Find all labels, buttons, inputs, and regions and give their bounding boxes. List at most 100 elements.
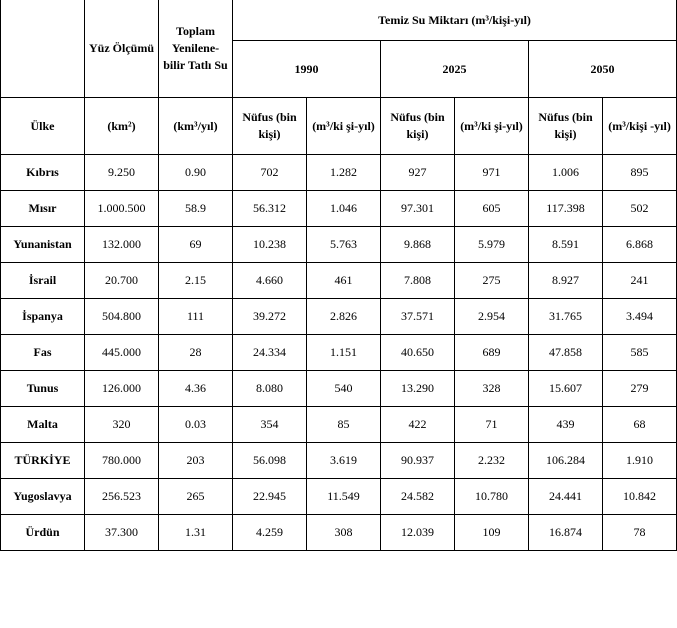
table-row: Kıbrıs9.2500.907021.2829279711.006895 [1, 155, 677, 191]
cell-renewable: 2.15 [159, 263, 233, 299]
cell-pop-1990: 39.272 [233, 299, 307, 335]
cell-renewable: 0.90 [159, 155, 233, 191]
hdr-year-2025: 2025 [381, 41, 529, 98]
cell-percap-1990: 5.763 [307, 227, 381, 263]
hdr-pop-2025: Nüfus (bin kişi) [381, 98, 455, 155]
cell-percap-1990: 85 [307, 407, 381, 443]
cell-country: TÜRKİYE [1, 443, 85, 479]
cell-area: 780.000 [85, 443, 159, 479]
cell-percap-2050: 68 [603, 407, 677, 443]
cell-country: Kıbrıs [1, 155, 85, 191]
cell-pop-2025: 7.808 [381, 263, 455, 299]
cell-country: Tunus [1, 371, 85, 407]
cell-pop-1990: 702 [233, 155, 307, 191]
cell-country: Yunanistan [1, 227, 85, 263]
cell-area: 20.700 [85, 263, 159, 299]
cell-percap-1990: 2.826 [307, 299, 381, 335]
cell-percap-2050: 241 [603, 263, 677, 299]
cell-percap-1990: 1.046 [307, 191, 381, 227]
cell-country: Fas [1, 335, 85, 371]
table-row: İsrail20.7002.154.6604617.8082758.927241 [1, 263, 677, 299]
hdr-year-2050: 2050 [529, 41, 677, 98]
cell-percap-2025: 275 [455, 263, 529, 299]
hdr-clean-water-title: Temiz Su Miktarı (m³/kişi-yıl) [233, 0, 677, 41]
cell-pop-2025: 40.650 [381, 335, 455, 371]
cell-renewable: 4.36 [159, 371, 233, 407]
water-table: Yüz Ölçümü Toplam Yenilene-bilir Tatlı S… [0, 0, 677, 551]
cell-pop-1990: 22.945 [233, 479, 307, 515]
cell-pop-2025: 927 [381, 155, 455, 191]
cell-percap-1990: 1.151 [307, 335, 381, 371]
hdr-year-1990: 1990 [233, 41, 381, 98]
cell-country: İspanya [1, 299, 85, 335]
hdr-area-unit: (km²) [85, 98, 159, 155]
cell-percap-2025: 2.232 [455, 443, 529, 479]
cell-pop-2025: 37.571 [381, 299, 455, 335]
hdr-area-label: Yüz Ölçümü [85, 0, 159, 98]
cell-pop-2050: 15.607 [529, 371, 603, 407]
cell-pop-2050: 1.006 [529, 155, 603, 191]
cell-percap-2025: 5.979 [455, 227, 529, 263]
cell-pop-2025: 12.039 [381, 515, 455, 551]
table-row: Ürdün37.3001.314.25930812.03910916.87478 [1, 515, 677, 551]
cell-percap-1990: 461 [307, 263, 381, 299]
cell-pop-1990: 56.098 [233, 443, 307, 479]
cell-pop-2050: 47.858 [529, 335, 603, 371]
cell-percap-1990: 1.282 [307, 155, 381, 191]
cell-percap-2050: 1.910 [603, 443, 677, 479]
cell-renewable: 265 [159, 479, 233, 515]
cell-pop-2050: 16.874 [529, 515, 603, 551]
cell-renewable: 203 [159, 443, 233, 479]
cell-country: Yugoslavya [1, 479, 85, 515]
table-row: Malta3200.03354854227143968 [1, 407, 677, 443]
cell-percap-2025: 71 [455, 407, 529, 443]
cell-area: 504.800 [85, 299, 159, 335]
cell-renewable: 111 [159, 299, 233, 335]
cell-percap-2025: 971 [455, 155, 529, 191]
cell-pop-2050: 24.441 [529, 479, 603, 515]
cell-pop-2025: 422 [381, 407, 455, 443]
cell-area: 132.000 [85, 227, 159, 263]
table-row: Yunanistan132.0006910.2385.7639.8685.979… [1, 227, 677, 263]
cell-percap-2050: 502 [603, 191, 677, 227]
hdr-percap-2050: (m³/kişi -yıl) [603, 98, 677, 155]
cell-area: 37.300 [85, 515, 159, 551]
cell-country: Malta [1, 407, 85, 443]
cell-pop-1990: 56.312 [233, 191, 307, 227]
cell-area: 445.000 [85, 335, 159, 371]
cell-percap-2050: 6.868 [603, 227, 677, 263]
table-row: Tunus126.0004.368.08054013.29032815.6072… [1, 371, 677, 407]
cell-renewable: 28 [159, 335, 233, 371]
cell-pop-2025: 24.582 [381, 479, 455, 515]
hdr-country: Ülke [1, 98, 85, 155]
table-body: Kıbrıs9.2500.907021.2829279711.006895Mıs… [1, 155, 677, 551]
cell-percap-2025: 689 [455, 335, 529, 371]
cell-country: Mısır [1, 191, 85, 227]
cell-percap-2025: 2.954 [455, 299, 529, 335]
cell-pop-1990: 10.238 [233, 227, 307, 263]
cell-renewable: 1.31 [159, 515, 233, 551]
cell-area: 1.000.500 [85, 191, 159, 227]
table-row: Yugoslavya256.52326522.94511.54924.58210… [1, 479, 677, 515]
cell-pop-2025: 90.937 [381, 443, 455, 479]
cell-percap-2025: 328 [455, 371, 529, 407]
cell-pop-2050: 117.398 [529, 191, 603, 227]
cell-pop-2050: 31.765 [529, 299, 603, 335]
cell-percap-1990: 3.619 [307, 443, 381, 479]
cell-pop-2050: 8.927 [529, 263, 603, 299]
cell-area: 256.523 [85, 479, 159, 515]
hdr-percap-1990: (m³/ki şi-yıl) [307, 98, 381, 155]
hdr-percap-2025: (m³/ki şi-yıl) [455, 98, 529, 155]
table-row: Fas445.0002824.3341.15140.65068947.85858… [1, 335, 677, 371]
hdr-renewable-label: Toplam Yenilene-bilir Tatlı Su [159, 0, 233, 98]
cell-pop-1990: 24.334 [233, 335, 307, 371]
hdr-pop-2050: Nüfus (bin kişi) [529, 98, 603, 155]
cell-pop-1990: 4.660 [233, 263, 307, 299]
cell-percap-2025: 109 [455, 515, 529, 551]
cell-percap-2025: 605 [455, 191, 529, 227]
cell-country: İsrail [1, 263, 85, 299]
cell-pop-1990: 8.080 [233, 371, 307, 407]
cell-percap-2025: 10.780 [455, 479, 529, 515]
hdr-pop-1990: Nüfus (bin kişi) [233, 98, 307, 155]
table-row: TÜRKİYE780.00020356.0983.61990.9372.232 1… [1, 443, 677, 479]
